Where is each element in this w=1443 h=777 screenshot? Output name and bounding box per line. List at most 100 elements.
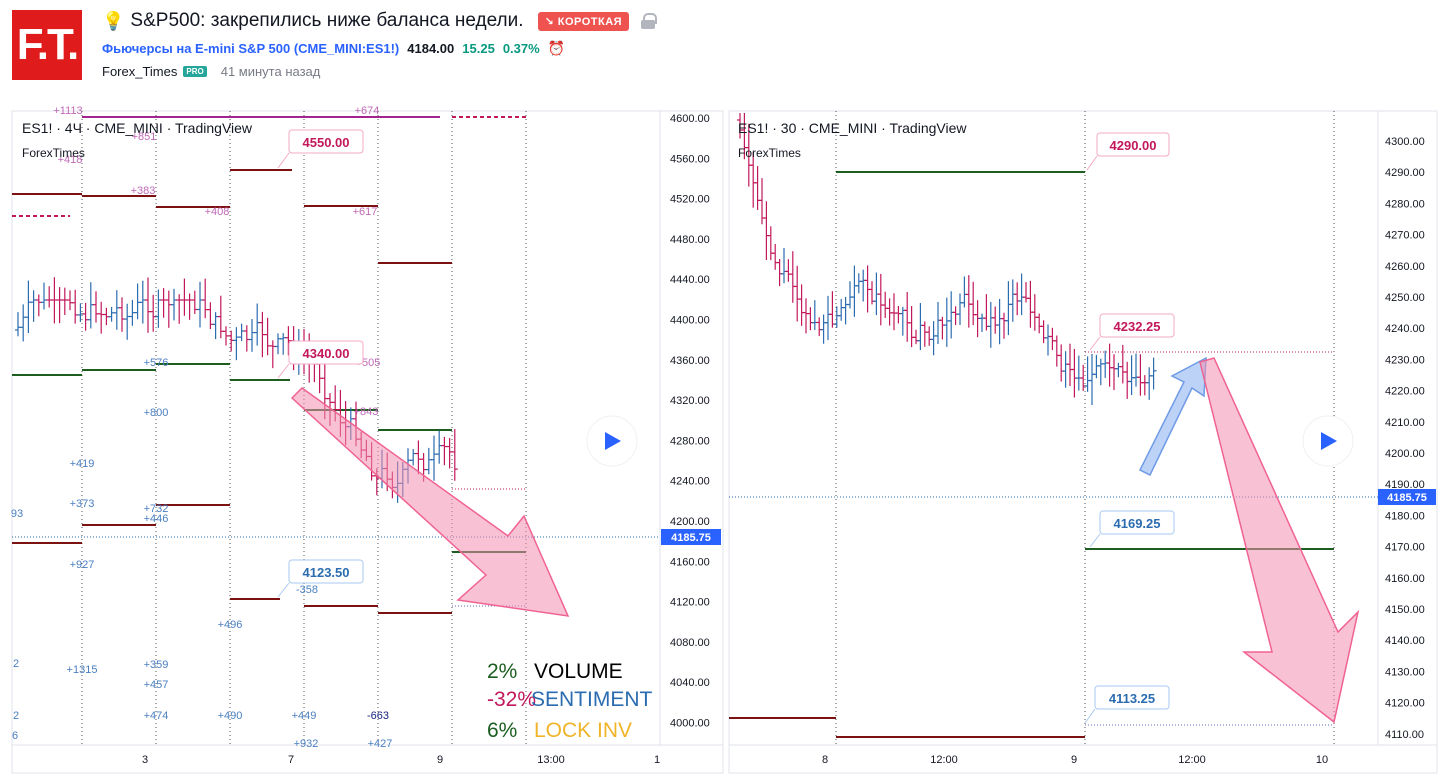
publish-time: 41 минута назад <box>220 64 321 79</box>
delta-label: +932 <box>294 738 319 750</box>
delta-label: +851 <box>132 131 157 143</box>
delta-label: +1315 <box>67 664 98 676</box>
right-candles <box>737 113 1157 405</box>
price-tick-label: 4480.00 <box>670 234 710 246</box>
time-tick-label: 1 <box>654 754 660 766</box>
price-tick-label: 4130.00 <box>1385 666 1425 678</box>
price-tick-label: 4210.00 <box>1385 417 1425 429</box>
price-tick-label: 4260.00 <box>1385 261 1425 273</box>
price-change: 15.25 <box>462 41 495 56</box>
price-tick-label: 4270.00 <box>1385 230 1425 242</box>
current-price: 4184.00 <box>407 41 455 56</box>
author-name[interactable]: Forex_Times <box>102 64 178 79</box>
delta-label: +617 <box>353 206 378 218</box>
svg-text:4185.75: 4185.75 <box>1387 492 1427 504</box>
right-price-axis[interactable]: 4300.00 4290.00 4280.00 4270.00 4260.00 4250.… <box>1385 136 1425 741</box>
delta-label: +359 <box>144 659 169 671</box>
price-tick-label: 4040.00 <box>670 677 710 689</box>
price-tick-label: 4440.00 <box>670 274 710 286</box>
right-time-axis[interactable]: 8 12:00 9 12:00 10 <box>822 754 1328 766</box>
price-tick-label: 4170.00 <box>1385 542 1425 554</box>
delta-label: 2 <box>13 710 19 722</box>
delta-label: +457 <box>144 679 169 691</box>
left-price-axis[interactable]: 4600.00 4560.00 4520.00 4480.00 4440.00 4400.… <box>670 113 710 730</box>
delta-label: +490 <box>218 710 243 722</box>
legend-lockinv-label: LOCK INV <box>534 719 632 742</box>
brand-logo[interactable]: F.T. <box>12 10 82 80</box>
left-chart-title: ES1! · 4Ч · CME_MINI · TradingView <box>22 120 253 136</box>
time-tick-label: 7 <box>288 754 294 766</box>
delta-label: +732 <box>144 503 169 515</box>
lock-icon <box>641 13 658 29</box>
svg-text:4113.25: 4113.25 <box>1109 691 1155 706</box>
legend-sentiment-value: -32% <box>487 688 536 711</box>
price-tick-label: 4300.00 <box>1385 136 1425 148</box>
delta-label: +927 <box>70 559 95 571</box>
legend-volume-label: VOLUME <box>534 660 623 683</box>
left-time-axis[interactable]: 3 7 9 13:00 1 <box>142 754 660 766</box>
delta-label: +427 <box>368 738 393 750</box>
left-callout-4123: 4123.50 <box>277 559 364 598</box>
svg-text:4123.50: 4123.50 <box>303 565 350 580</box>
play-icon <box>1321 432 1337 450</box>
right-chart[interactable]: ES1! · 30 · CME_MINI · TradingView Forex… <box>728 110 1438 774</box>
price-tick-label: 4080.00 <box>670 637 710 649</box>
right-play-button[interactable] <box>1302 415 1354 467</box>
legend-sentiment-label: SENTIMENT <box>531 688 653 711</box>
price-tick-label: 4600.00 <box>670 113 710 125</box>
time-tick-label: 10 <box>1316 754 1328 766</box>
delta-label: +419 <box>70 458 95 470</box>
pro-badge: PRO <box>183 66 207 77</box>
left-legend: 2% VOLUME -32% SENTIMENT 6% LOCK INV <box>487 660 653 742</box>
author-row: Forex_Times PRO 41 минута назад <box>102 64 320 79</box>
left-chart[interactable]: +1113 +674+851+418+383+408 +617+505+843+57… <box>11 105 724 774</box>
price-tick-label: 4160.00 <box>1385 573 1425 585</box>
right-callout-4290: 4290.00 <box>1086 132 1170 171</box>
right-callout-4113: 4113.25 <box>1084 685 1170 724</box>
price-tick-label: 4520.00 <box>670 194 710 206</box>
delta-label: +800 <box>144 407 169 419</box>
delta-label: +1113 <box>53 105 82 117</box>
price-tick-label: 4110.00 <box>1385 729 1424 741</box>
delta-label: +496 <box>218 619 243 631</box>
time-tick-label: 3 <box>142 754 148 766</box>
left-last-price-tag: 4185.75 <box>661 529 721 545</box>
delta-label: +576 <box>144 357 169 369</box>
symbol-link[interactable]: Фьючерсы на E-mini S&P 500 (CME_MINI:ES1… <box>102 41 400 56</box>
price-tick-label: 4200.00 <box>670 516 710 528</box>
price-tick-label: 4400.00 <box>670 315 710 327</box>
price-tick-label: 4250.00 <box>1385 292 1425 304</box>
price-tick-label: 4240.00 <box>1385 323 1425 335</box>
right-callout-4169: 4169.25 <box>1089 510 1175 548</box>
delta-label: 6 <box>12 730 18 742</box>
delta-label: +449 <box>292 710 317 722</box>
price-tick-label: 4280.00 <box>1385 198 1425 210</box>
short-badge: ↘ КОРОТКАЯ <box>537 11 630 31</box>
delta-label: +418 <box>58 154 83 166</box>
price-tick-label: 4000.00 <box>670 718 710 730</box>
price-tick-label: 4160.00 <box>670 556 710 568</box>
left-chart-subtitle: ForexTimes <box>22 146 85 160</box>
price-tick-label: 4190.00 <box>1385 479 1425 491</box>
time-tick-label: 12:00 <box>1178 754 1206 766</box>
clock-alert-icon[interactable]: ⏰ <box>547 40 566 56</box>
right-chart-title: ES1! · 30 · CME_MINI · TradingView <box>738 120 967 136</box>
left-callout-4550: 4550.00 <box>277 129 364 169</box>
delta-label: +373 <box>70 498 95 510</box>
right-chart-subtitle: ForexTimes <box>738 146 801 160</box>
left-callout-4340: 4340.00 <box>277 340 364 379</box>
price-tick-label: 4230.00 <box>1385 354 1425 366</box>
price-tick-label: 4120.00 <box>670 597 710 609</box>
time-tick-label: 9 <box>437 754 443 766</box>
price-tick-label: 4360.00 <box>670 355 710 367</box>
svg-text:4232.25: 4232.25 <box>1114 319 1161 334</box>
delta-label: 93 <box>11 508 23 520</box>
legend-volume-value: 2% <box>487 660 517 683</box>
price-change-pct: 0.37% <box>502 41 540 56</box>
right-last-price-tag: 4185.75 <box>1378 489 1436 505</box>
delta-label: +383 <box>131 185 156 197</box>
left-play-button[interactable] <box>586 415 638 467</box>
svg-text:4340.00: 4340.00 <box>303 346 350 361</box>
symbol-row: Фьючерсы на E-mini S&P 500 (CME_MINI:ES1… <box>102 40 565 57</box>
delta-label: +446 <box>144 513 169 525</box>
